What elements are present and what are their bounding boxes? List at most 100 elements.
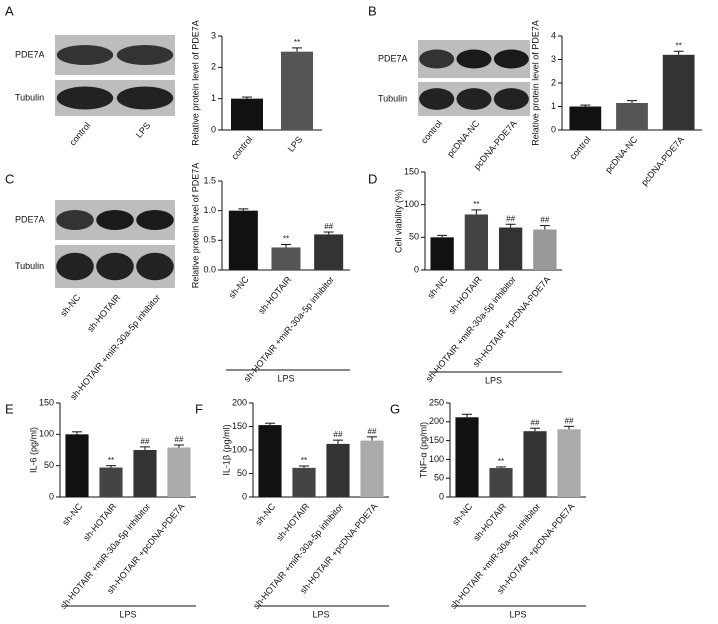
x-tick-label: sh-HOTAIR +miR-30a-5p inhibitor bbox=[242, 274, 336, 384]
x-tick-label: LPS bbox=[286, 134, 305, 153]
bar bbox=[231, 98, 263, 130]
y-tick-label: 2 bbox=[551, 77, 556, 87]
blot-row-label: Tubulin bbox=[378, 93, 407, 103]
panel-label: F bbox=[195, 401, 203, 416]
significance-mark: ## bbox=[368, 427, 377, 436]
y-tick-label: 0 bbox=[242, 491, 247, 501]
y-tick-label: 0.5 bbox=[203, 235, 216, 245]
blot-row-label: Tubulin bbox=[15, 261, 44, 271]
blot-band bbox=[56, 45, 114, 65]
x-tick-label: sh-NC bbox=[253, 501, 277, 527]
y-tick-label: 100 bbox=[404, 199, 419, 209]
group-label: LPS bbox=[119, 609, 136, 619]
bar bbox=[533, 229, 557, 270]
significance-mark: ** bbox=[283, 235, 289, 244]
significance-mark: ## bbox=[334, 430, 343, 439]
y-axis-label: Relative protein level of PDE7A bbox=[190, 20, 200, 146]
y-tick-label: 0 bbox=[414, 264, 419, 274]
significance-mark: ** bbox=[108, 456, 114, 465]
blot-band bbox=[456, 49, 492, 69]
blot-band bbox=[116, 86, 174, 110]
x-tick-label: sh-NC bbox=[227, 274, 251, 300]
x-tick-label: control bbox=[229, 134, 254, 161]
bar bbox=[292, 467, 316, 497]
blot-band bbox=[136, 252, 174, 281]
lane-label: sh-NC bbox=[58, 292, 82, 318]
y-tick-label: 3 bbox=[211, 30, 216, 40]
group-label: LPS bbox=[509, 609, 526, 619]
y-axis-label: Relative protein level of PDE7A bbox=[190, 163, 200, 289]
bar bbox=[326, 443, 350, 497]
panel-label: A bbox=[5, 3, 14, 18]
y-tick-label: 0.0 bbox=[203, 264, 216, 274]
blot-band bbox=[96, 210, 134, 230]
significance-mark: ** bbox=[301, 456, 307, 465]
blot-band bbox=[419, 88, 455, 110]
panel-label: B bbox=[368, 3, 377, 18]
significance-mark: ## bbox=[565, 416, 574, 425]
x-tick-label: sh-HOTAIR bbox=[274, 501, 311, 543]
significance-mark: ## bbox=[506, 214, 515, 223]
y-tick-label: 50 bbox=[44, 460, 54, 470]
panel-label: G bbox=[390, 401, 400, 416]
y-tick-label: 50 bbox=[237, 468, 247, 478]
bar bbox=[281, 51, 313, 130]
x-tick-label: pcDNA-PDE7A bbox=[639, 134, 686, 187]
blot-band bbox=[456, 88, 492, 110]
blot-row-label: PDE7A bbox=[15, 49, 45, 59]
x-tick-label: sh-HOTAIR bbox=[256, 274, 293, 316]
bar bbox=[228, 210, 258, 270]
y-tick-label: 0 bbox=[211, 124, 216, 134]
bar bbox=[662, 54, 695, 130]
y-axis-label: IL-1β (pg/ml) bbox=[221, 424, 231, 475]
y-tick-label: 100 bbox=[39, 429, 54, 439]
y-tick-label: 0 bbox=[551, 124, 556, 134]
bar bbox=[498, 227, 523, 270]
significance-mark: ** bbox=[498, 457, 504, 466]
bar bbox=[489, 468, 513, 497]
x-tick-label: sh-NC bbox=[60, 501, 84, 527]
bar bbox=[99, 467, 123, 497]
y-axis-label: Cell viability (%) bbox=[393, 189, 403, 253]
significance-mark: ** bbox=[676, 41, 682, 50]
x-tick-label: sh-HOTAIR bbox=[81, 501, 118, 543]
y-tick-label: 4 bbox=[551, 30, 556, 40]
bar bbox=[360, 440, 384, 497]
y-axis-label: TNF-α (pg/ml) bbox=[418, 422, 428, 478]
blot-band bbox=[116, 45, 174, 65]
y-tick-label: 100 bbox=[232, 444, 247, 454]
x-tick-label: sh-HOTAIR bbox=[471, 501, 508, 543]
bar bbox=[314, 234, 344, 270]
y-tick-label: 150 bbox=[404, 166, 419, 176]
blot-band bbox=[56, 210, 94, 230]
group-label: LPS bbox=[485, 375, 502, 385]
group-label: LPS bbox=[277, 373, 294, 383]
lane-label: control bbox=[67, 120, 92, 147]
y-tick-label: 150 bbox=[429, 435, 444, 445]
y-tick-label: 1 bbox=[211, 93, 216, 103]
significance-mark: ** bbox=[294, 38, 300, 47]
blot-band bbox=[136, 210, 174, 230]
bar bbox=[523, 431, 547, 497]
y-tick-label: 200 bbox=[232, 397, 247, 407]
x-tick-label: sh-NC bbox=[425, 274, 449, 300]
blot-band bbox=[493, 49, 529, 69]
bar bbox=[65, 434, 89, 497]
y-tick-label: 3 bbox=[551, 54, 556, 64]
significance-mark: ## bbox=[540, 216, 549, 225]
y-tick-label: 2 bbox=[211, 62, 216, 72]
y-tick-label: 200 bbox=[429, 416, 444, 426]
x-tick-label: sh-NC bbox=[450, 501, 474, 527]
x-tick-label: sh-HOTAIR bbox=[447, 274, 484, 316]
y-tick-label: 150 bbox=[232, 421, 247, 431]
blot-band bbox=[56, 86, 114, 110]
significance-mark: ## bbox=[531, 418, 540, 427]
y-tick-label: 0 bbox=[439, 491, 444, 501]
y-tick-label: 1.0 bbox=[203, 205, 216, 215]
group-label: LPS bbox=[312, 609, 329, 619]
y-tick-label: 1.5 bbox=[203, 175, 216, 185]
y-tick-label: 100 bbox=[429, 454, 444, 464]
blot-band bbox=[56, 252, 94, 281]
x-tick-label: pcDNA-NC bbox=[603, 134, 640, 175]
